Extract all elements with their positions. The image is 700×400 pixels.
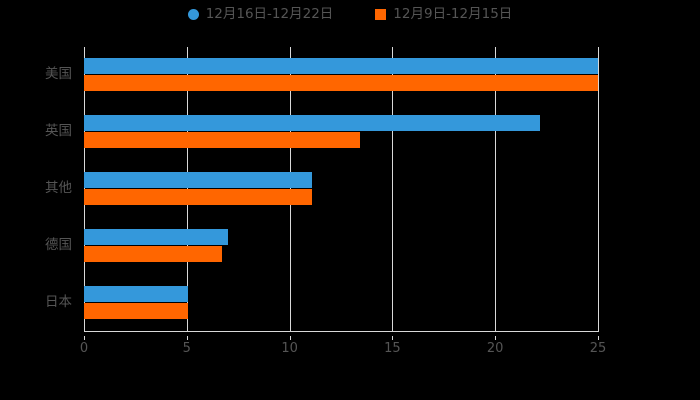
bar-previous[interactable] — [84, 245, 222, 262]
legend-item-current[interactable]: 12月16日-12月22日 — [187, 6, 334, 22]
chart-legend: 12月16日-12月22日 12月9日-12月15日 — [0, 6, 700, 22]
x-axis-tick-mark — [84, 336, 85, 340]
y-axis-tick-label: 美国 — [45, 66, 72, 83]
x-axis-tick-label: 10 — [281, 341, 298, 356]
x-axis-labels: 0 5 10 15 20 25 — [0, 336, 700, 360]
legend-label-previous: 12月9日-12月15日 — [393, 6, 513, 22]
x-axis-tick-label: 0 — [79, 341, 89, 356]
y-axis-tick-label: 其他 — [45, 180, 72, 196]
bar-previous[interactable] — [84, 302, 188, 319]
gridline — [495, 47, 497, 331]
square-marker-icon — [375, 9, 387, 21]
x-axis-tick-mark — [495, 336, 497, 340]
circle-marker-icon — [187, 9, 199, 21]
bar-current[interactable] — [84, 58, 598, 75]
gridline — [392, 47, 394, 331]
x-axis-tick-label: 15 — [384, 341, 401, 356]
y-axis-tick-label: 德国 — [45, 236, 72, 253]
x-axis-line — [84, 331, 599, 332]
bar-current[interactable] — [84, 228, 228, 245]
y-axis-tick-label: 英国 — [45, 123, 72, 140]
bar-current[interactable] — [84, 172, 313, 188]
x-axis-tick-label: 5 — [182, 341, 191, 356]
bar-current[interactable] — [84, 285, 188, 302]
plot-area — [84, 47, 599, 331]
x-axis-tick-mark — [186, 336, 188, 340]
x-axis-tick-mark — [392, 336, 394, 340]
legend-item-previous[interactable]: 12月9日-12月15日 — [375, 6, 513, 22]
y-axis-labels: 美国英国其他德国日本 — [0, 47, 700, 331]
bar-previous[interactable] — [84, 75, 598, 92]
x-axis-tick-mark — [289, 336, 291, 340]
bar-current[interactable] — [84, 115, 541, 132]
x-axis-tick-label: 20 — [486, 341, 504, 356]
x-axis-tick-label: 25 — [589, 341, 607, 356]
gridline — [598, 47, 599, 331]
y-axis-tick-label: 日本 — [45, 293, 72, 310]
x-axis-tick-mark — [598, 336, 599, 340]
bar-previous[interactable] — [84, 132, 360, 149]
bar-previous[interactable] — [84, 189, 313, 205]
legend-label-current: 12月16日-12月22日 — [205, 6, 334, 22]
